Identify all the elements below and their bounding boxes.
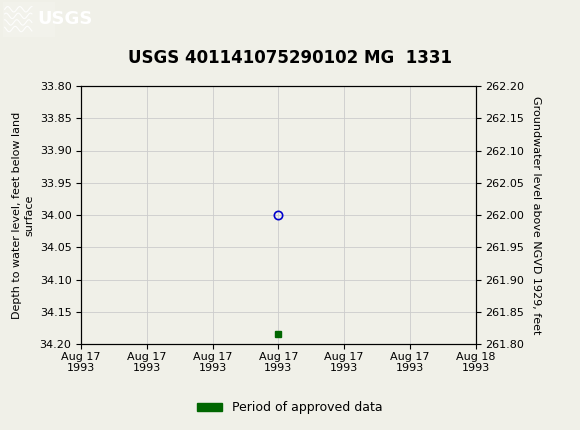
Text: USGS 401141075290102 MG  1331: USGS 401141075290102 MG 1331 [128,49,452,67]
Bar [3,2,55,37]
Y-axis label: Depth to water level, feet below land
surface: Depth to water level, feet below land su… [12,111,34,319]
Legend: Period of approved data: Period of approved data [192,396,388,419]
Y-axis label: Groundwater level above NGVD 1929, feet: Groundwater level above NGVD 1929, feet [531,96,541,334]
Text: USGS: USGS [38,10,93,28]
